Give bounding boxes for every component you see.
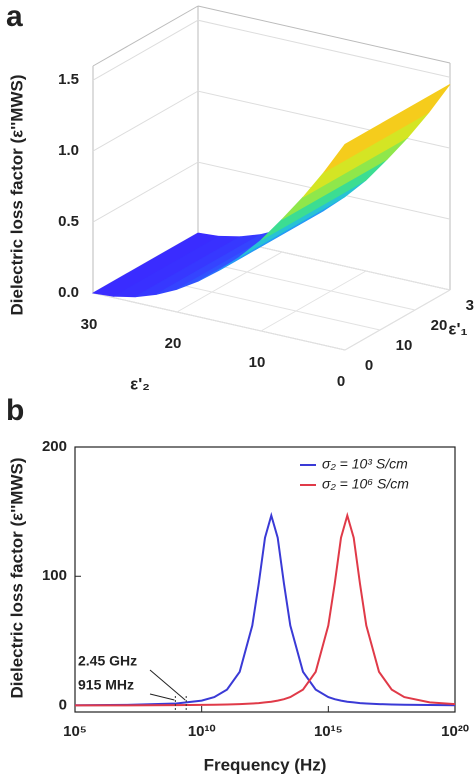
y-tick-label: 20: [431, 317, 448, 334]
z-tick-label: 0.0: [58, 284, 79, 301]
y-tick-label: 30: [466, 297, 474, 314]
z-tick-label: 1.5: [58, 71, 79, 88]
panel-label: b: [6, 394, 24, 427]
x-tick-label: 10²⁰: [441, 723, 469, 740]
y-tick-label: 100: [42, 567, 67, 584]
x-tick-label: 20: [165, 335, 182, 352]
series-line: [75, 511, 456, 707]
box-edge: [92, 5, 199, 67]
grid-line: [92, 292, 346, 351]
y-tick-label: 0: [365, 357, 373, 374]
z-tick-label: 0.5: [58, 213, 79, 230]
y-tick-label: 10: [396, 337, 413, 354]
grid-line: [92, 161, 451, 223]
grid-line: [260, 270, 367, 332]
grid-line: [176, 251, 283, 313]
surface-strip: [323, 83, 451, 173]
annotation-arrow: [149, 669, 186, 701]
surface-strip: [239, 179, 367, 258]
annotation: 915 MHz: [78, 677, 134, 693]
y-tick-label: 0: [59, 697, 67, 714]
y-tick-label: 200: [42, 438, 67, 455]
surface-strip: [302, 111, 430, 198]
x-tick-label: 10¹⁵: [314, 723, 343, 740]
z-tick-label: 1.0: [58, 142, 79, 159]
surface-strip: [260, 159, 388, 241]
x-tick-label: 30: [81, 316, 98, 333]
series-line: [74, 511, 456, 707]
x-tick-label: 10: [249, 354, 266, 371]
x-tick-label: 0: [337, 373, 345, 390]
annotation-arrow: [149, 693, 175, 701]
grid-line: [344, 289, 451, 351]
x-tick-label: 10¹⁰: [188, 723, 216, 740]
y-axis-title: Dielectric loss factor (ε''MWS): [7, 458, 26, 699]
legend-label: σ₂ = 10⁶ S/cm: [322, 476, 409, 492]
z-axis-title: Dielectric loss factor (ε''MWS): [7, 75, 26, 316]
x-tick-label: 10⁵: [63, 723, 87, 740]
x-axis-title: Frequency (Hz): [204, 755, 327, 774]
plot-frame: [74, 446, 456, 713]
grid-line: [92, 90, 451, 152]
grid-line: [92, 19, 451, 81]
x-axis-title: ε'₂: [130, 374, 150, 393]
y-axis-title: ε'₁: [448, 319, 467, 338]
annotation: 2.45 GHz: [78, 653, 137, 669]
legend-label: σ₂ = 10³ S/cm: [322, 456, 408, 472]
panel-label: a: [6, 0, 23, 33]
box-edge: [197, 5, 451, 64]
